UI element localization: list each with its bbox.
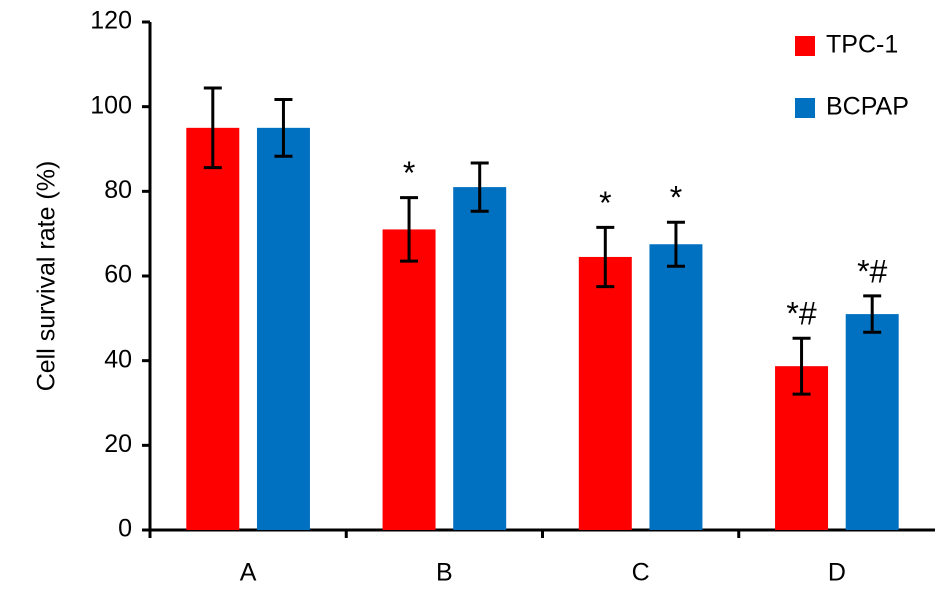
x-tick-label: C xyxy=(632,559,650,587)
annotation: * xyxy=(670,180,682,216)
legend-label: TPC-1 xyxy=(826,31,898,59)
bar xyxy=(186,127,240,530)
y-axis-label: Cell survival rate (%) xyxy=(33,161,61,392)
legend-swatch xyxy=(795,98,815,118)
bar xyxy=(453,187,507,530)
y-tick-label: 100 xyxy=(90,91,132,119)
bar xyxy=(256,127,310,530)
y-tick-label: 0 xyxy=(118,515,132,543)
y-tick-label: 120 xyxy=(90,7,132,35)
x-tick-label: A xyxy=(240,559,257,587)
bar xyxy=(845,314,899,530)
legend-swatch xyxy=(795,36,815,56)
annotation: * xyxy=(599,185,611,221)
bar xyxy=(382,229,436,530)
annotation: * xyxy=(403,155,415,191)
y-tick-label: 80 xyxy=(104,176,132,204)
annotation: *# xyxy=(786,296,816,332)
y-tick-label: 20 xyxy=(104,430,132,458)
x-tick-label: B xyxy=(436,559,453,587)
y-tick-label: 60 xyxy=(104,261,132,289)
y-tick-label: 40 xyxy=(104,345,132,373)
x-tick-label: D xyxy=(828,559,846,587)
bar xyxy=(578,256,632,530)
bar xyxy=(649,244,703,530)
legend-label: BCPAP xyxy=(826,93,909,121)
annotation: *# xyxy=(857,253,887,289)
